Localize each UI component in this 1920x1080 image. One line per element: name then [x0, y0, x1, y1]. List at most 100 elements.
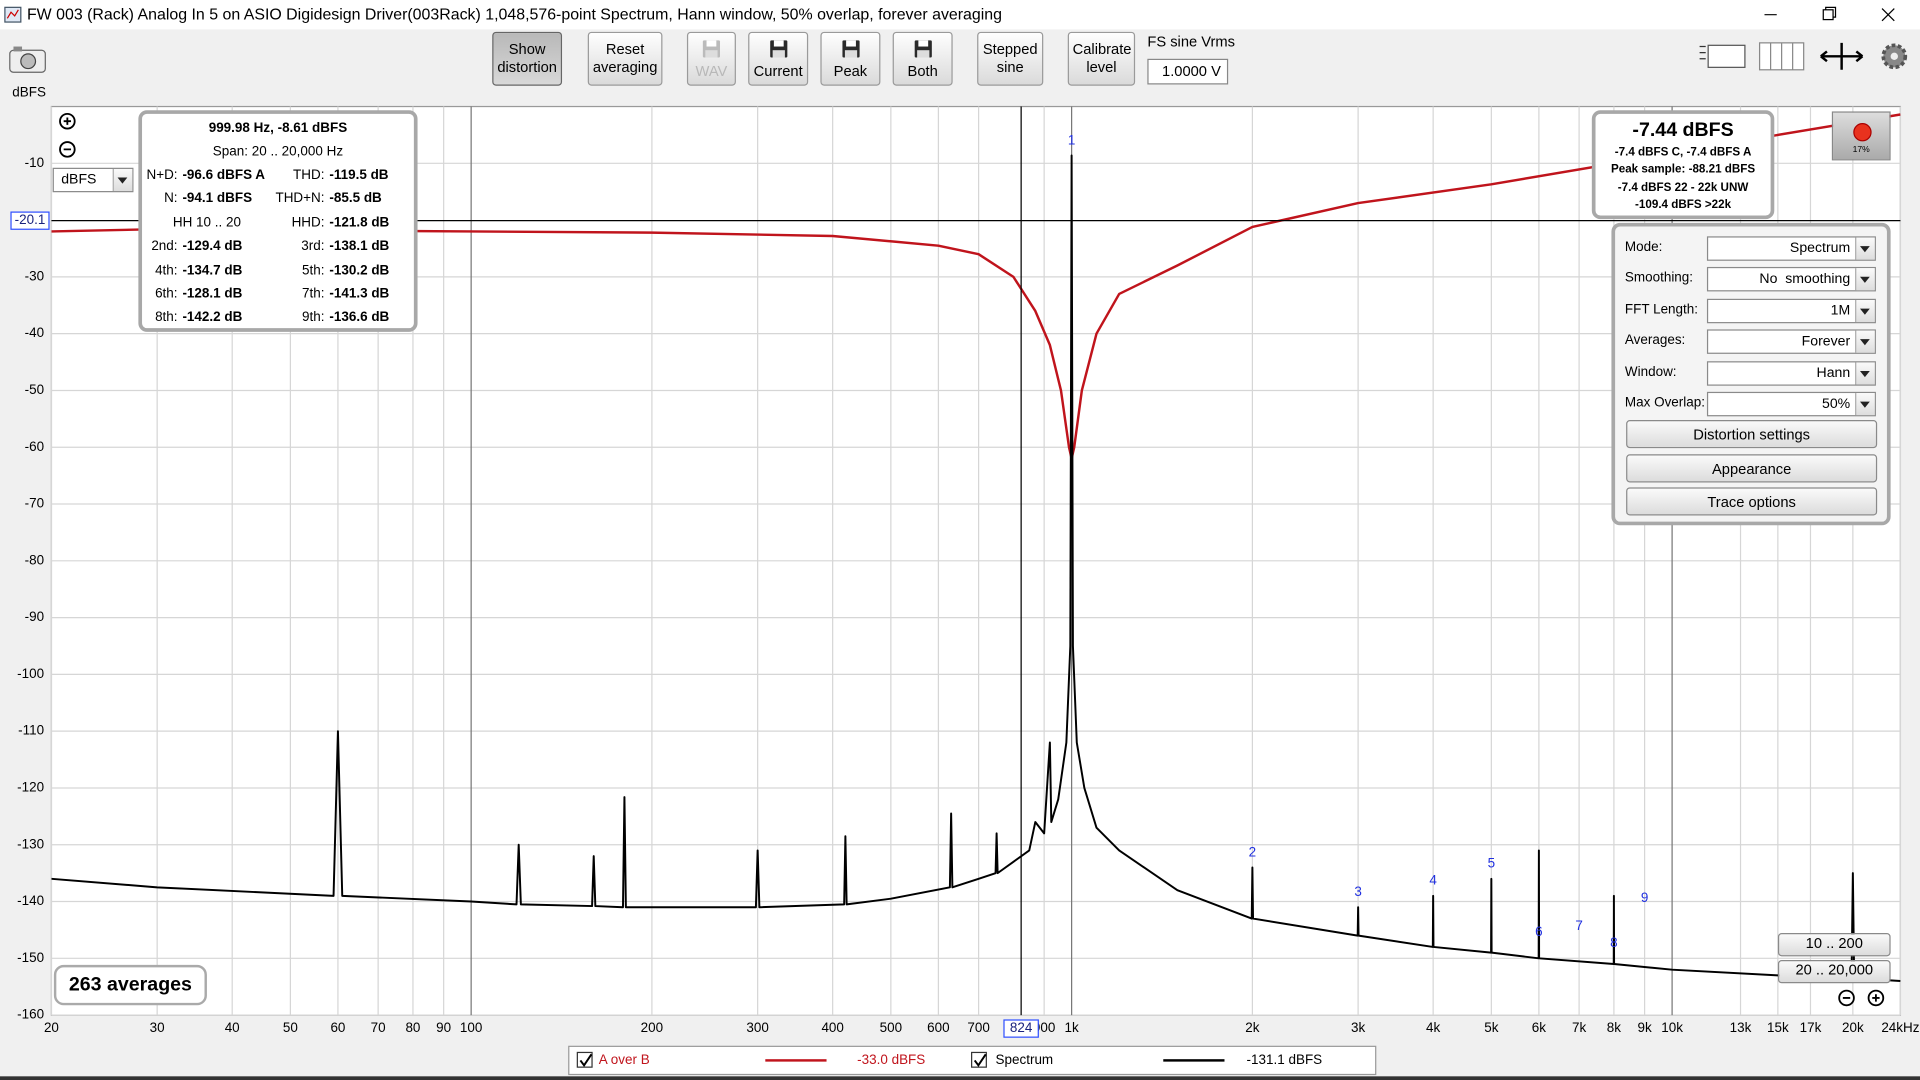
x-tick-label: 300	[746, 1020, 768, 1035]
x-tick-label: 10k	[1661, 1020, 1683, 1035]
distortion-value: -94.1 dBFS	[182, 191, 253, 207]
toolbar-button[interactable]: Show distortion	[492, 31, 563, 86]
y-unit-label: dBFS	[12, 85, 46, 101]
record-button[interactable]: 17%	[1831, 111, 1891, 161]
toolbar-button-label: Both	[907, 62, 938, 80]
dropdown-arrow	[1860, 246, 1870, 253]
averages-count: 263 averages	[53, 964, 207, 1006]
distortion-label: N+D:	[146, 167, 178, 183]
x-tick-label: 20k	[1842, 1020, 1864, 1035]
x-tick-label: 70	[371, 1020, 386, 1035]
check-mark	[579, 1053, 593, 1068]
control-value: Forever	[1801, 334, 1851, 350]
x-tick-label: 700	[967, 1020, 989, 1035]
x-tick-label: 15k	[1767, 1020, 1789, 1035]
distortion-span: Span: 20 .. 20,000 Hz	[212, 144, 344, 160]
fs-input[interactable]: 1.0000 V	[1147, 58, 1229, 85]
legend-value: -33.0 dBFS	[857, 1053, 926, 1068]
legend-name: Spectrum	[995, 1053, 1054, 1068]
level-line: -7.4 dBFS C, -7.4 dBFS A	[1614, 145, 1752, 160]
distortion-header: 999.98 Hz, -8.61 dBFS	[208, 121, 348, 136]
control-dropdown[interactable]: Spectrum	[1706, 236, 1876, 261]
harmonic-marker: 7	[1575, 918, 1582, 933]
distortion-value: -136.6 dB	[329, 310, 390, 325]
window-title: FW 003 (Rack) Analog In 5 on ASIO Digide…	[0, 0, 1920, 30]
toolbar-button[interactable]: WAV	[686, 31, 736, 86]
control-button[interactable]: Distortion settings	[1626, 420, 1878, 449]
control-label: Mode:	[1624, 240, 1663, 255]
x-tick-label: 9k	[1638, 1020, 1652, 1035]
fs-label: FS sine Vrms	[1147, 33, 1235, 51]
window-controls[interactable]	[1739, 0, 1920, 29]
control-dropdown[interactable]: Forever	[1706, 329, 1876, 355]
x-tick-label: 40	[225, 1020, 240, 1035]
camera-icon[interactable]	[9, 44, 48, 76]
distortion-value: -138.1 dB	[329, 239, 390, 254]
control-label: Window:	[1624, 364, 1677, 380]
distortion-value: -96.6 dBFS A	[182, 167, 266, 183]
unit-select-text: dBFS	[61, 172, 97, 188]
control-label: FFT Length:	[1624, 302, 1699, 317]
toolbar-button[interactable]: Current	[748, 31, 809, 86]
x-tick-label: 2k	[1245, 1020, 1259, 1035]
distortion-label: 3rd:	[301, 239, 325, 254]
level-main: -7.44 dBFS	[1632, 120, 1734, 141]
control-dropdown[interactable]: 50%	[1706, 391, 1876, 417]
toolbar-button-label: Calibrate level	[1072, 40, 1132, 76]
view-icons[interactable]	[1696, 37, 1916, 79]
toolbar-button-label: Reset averaging	[592, 40, 658, 76]
cursor-x-label: 824	[1010, 1020, 1033, 1035]
toolbar-button[interactable]: Peak	[820, 31, 881, 86]
control-value: 1M	[1830, 303, 1851, 319]
control-label: Smoothing:	[1624, 271, 1694, 286]
x-tick-label: 6k	[1532, 1020, 1546, 1035]
control-panel: Mode: Spectrum Smoothing: No smoothing FFT L…	[1611, 222, 1891, 526]
x-zoom-buttons[interactable]	[1834, 987, 1890, 1009]
y-tick-label: -50	[25, 382, 44, 397]
x-tick-label: 50	[283, 1020, 298, 1035]
x-tick-label: 90	[436, 1020, 451, 1035]
toolbar-button[interactable]: Both	[892, 31, 953, 86]
record-icon	[1853, 123, 1872, 142]
x-tick-label: 600	[927, 1020, 949, 1035]
y-tick-label: -70	[25, 496, 44, 511]
y-tick-label: -140	[17, 893, 44, 908]
control-button[interactable]: Appearance	[1626, 453, 1878, 482]
distortion-label: 9th:	[302, 310, 325, 325]
app-icon	[4, 6, 22, 23]
x-tick-label: 30	[150, 1020, 165, 1035]
distortion-label: 4th:	[155, 262, 178, 278]
y-tick-label: -100	[17, 666, 44, 681]
control-label: Max Overlap:	[1624, 395, 1706, 411]
bottom-edge	[0, 1076, 1920, 1080]
distortion-value: -141.3 dB	[329, 286, 390, 302]
toolbar-button[interactable]: Stepped sine	[977, 31, 1044, 86]
toolbar-button[interactable]: Calibrate level	[1067, 31, 1136, 86]
legend-checkbox[interactable]	[576, 1051, 593, 1068]
range-button[interactable]: 10 .. 200	[1777, 933, 1891, 957]
harmonic-marker: 6	[1535, 924, 1542, 939]
unit-select[interactable]: dBFS	[52, 167, 134, 193]
toolbar-button[interactable]: Reset averaging	[587, 31, 663, 86]
distortion-label: HH 10 .. 20	[172, 215, 241, 230]
control-dropdown[interactable]: 1M	[1706, 298, 1876, 324]
x-tick-label: 200	[641, 1020, 663, 1035]
zoom-buttons[interactable]	[55, 110, 82, 164]
harmonic-marker: 5	[1488, 856, 1495, 871]
distortion-label: 6th:	[155, 286, 178, 302]
control-dropdown[interactable]: No smoothing	[1706, 267, 1876, 292]
x-tick-label: 80	[405, 1020, 420, 1035]
legend-checkbox[interactable]	[971, 1051, 987, 1068]
level-line: -7.4 dBFS 22 - 22k UNW	[1617, 180, 1749, 195]
floppy-icon	[914, 40, 932, 58]
control-value: Hann	[1816, 365, 1851, 381]
distortion-label: HHD:	[291, 215, 325, 230]
harmonic-marker: 8	[1610, 935, 1617, 950]
control-dropdown[interactable]: Hann	[1706, 360, 1876, 386]
y-tick-label: -60	[25, 439, 44, 454]
y-tick-label: -120	[17, 780, 44, 795]
y-tick-label: -80	[25, 552, 44, 567]
x-tick-label: 13k	[1730, 1020, 1752, 1035]
range-button[interactable]: 20 .. 20,000	[1777, 960, 1891, 984]
control-button[interactable]: Trace options	[1626, 487, 1878, 516]
